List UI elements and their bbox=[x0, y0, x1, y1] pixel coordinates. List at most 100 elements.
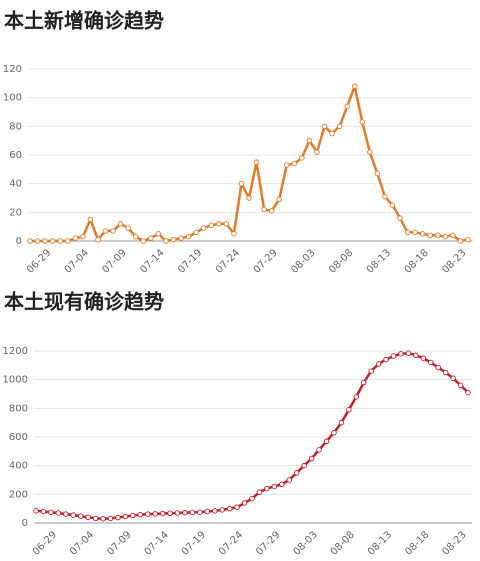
data-point bbox=[234, 504, 240, 510]
y-tick-label: 400 bbox=[9, 461, 28, 472]
chart-title: 本土新增确诊趋势 bbox=[4, 9, 164, 33]
data-point bbox=[132, 233, 139, 240]
x-tick-label: 08-08 bbox=[327, 247, 355, 275]
data-point bbox=[397, 215, 403, 221]
data-point bbox=[316, 447, 322, 453]
x-tick-label: 08-18 bbox=[403, 529, 431, 557]
data-point bbox=[193, 229, 199, 236]
data-point bbox=[331, 429, 337, 436]
x-tick-label: 07-09 bbox=[105, 529, 133, 557]
data-point bbox=[246, 195, 252, 201]
data-point bbox=[306, 137, 313, 144]
data-point bbox=[276, 196, 282, 203]
data-point bbox=[107, 515, 114, 522]
x-tick-label: 08-13 bbox=[365, 247, 393, 275]
data-point bbox=[420, 355, 427, 361]
y-tick-label: 20 bbox=[9, 207, 22, 218]
data-point bbox=[264, 485, 270, 492]
data-point bbox=[284, 162, 290, 168]
data-point bbox=[70, 512, 76, 518]
data-point bbox=[100, 515, 106, 522]
data-point bbox=[137, 511, 144, 518]
data-point bbox=[268, 208, 275, 214]
data-point bbox=[465, 236, 471, 243]
y-tick-label: 100 bbox=[3, 93, 22, 104]
data-point bbox=[435, 364, 441, 371]
data-point bbox=[115, 514, 121, 521]
x-tick-label: 07-04 bbox=[68, 529, 96, 557]
data-point bbox=[144, 511, 151, 517]
data-point bbox=[197, 509, 203, 515]
x-tick-label: 06-29 bbox=[25, 247, 53, 275]
data-point bbox=[286, 477, 292, 483]
data-point bbox=[442, 369, 449, 376]
data-point bbox=[261, 206, 267, 213]
x-tick-label: 08-23 bbox=[440, 247, 468, 275]
data-point bbox=[427, 232, 433, 239]
data-point bbox=[450, 232, 456, 239]
data-point bbox=[323, 438, 330, 445]
y-tick-label: 0 bbox=[22, 518, 28, 529]
data-point bbox=[450, 375, 456, 381]
data-point bbox=[122, 513, 129, 520]
data-point bbox=[27, 238, 33, 244]
data-point bbox=[321, 123, 328, 130]
data-point bbox=[389, 202, 396, 208]
data-point bbox=[428, 359, 434, 366]
y-tick-label: 1000 bbox=[3, 375, 28, 386]
data-point bbox=[87, 216, 94, 223]
y-tick-label: 600 bbox=[9, 432, 28, 443]
data-point bbox=[49, 238, 56, 244]
data-point bbox=[301, 462, 307, 469]
data-point bbox=[336, 123, 343, 130]
data-point bbox=[329, 130, 335, 137]
data-point bbox=[374, 170, 381, 177]
x-tick-label: 07-24 bbox=[214, 247, 242, 275]
data-point bbox=[253, 159, 260, 165]
x-tick-label: 08-23 bbox=[440, 529, 468, 557]
data-point bbox=[189, 509, 196, 516]
data-point bbox=[308, 455, 315, 462]
data-point bbox=[383, 356, 389, 363]
data-point bbox=[92, 515, 99, 522]
data-point bbox=[148, 235, 154, 241]
data-point bbox=[368, 368, 374, 374]
data-point bbox=[241, 500, 248, 506]
data-point bbox=[299, 155, 305, 161]
x-tick-label: 07-09 bbox=[101, 247, 129, 275]
x-tick-label: 07-14 bbox=[138, 247, 166, 275]
x-tick-label: 07-19 bbox=[180, 529, 208, 557]
data-point bbox=[65, 238, 71, 244]
y-tick-label: 120 bbox=[3, 64, 22, 75]
data-point bbox=[457, 238, 464, 244]
data-point bbox=[40, 508, 47, 515]
data-point bbox=[85, 514, 91, 521]
data-point bbox=[465, 389, 471, 396]
data-point bbox=[185, 233, 192, 240]
data-point bbox=[442, 233, 449, 240]
data-point bbox=[405, 350, 412, 356]
y-tick-label: 60 bbox=[9, 150, 22, 161]
data-point bbox=[238, 180, 245, 187]
data-point bbox=[457, 382, 464, 389]
data-point bbox=[170, 236, 177, 243]
data-point bbox=[77, 513, 84, 519]
data-point bbox=[55, 510, 62, 516]
data-point bbox=[140, 238, 147, 244]
data-point bbox=[223, 221, 230, 227]
x-tick-label: 08-18 bbox=[403, 247, 431, 275]
data-point bbox=[271, 483, 278, 490]
x-tick-label: 08-03 bbox=[289, 247, 317, 275]
data-point bbox=[182, 509, 188, 516]
data-point bbox=[102, 228, 109, 234]
data-point bbox=[95, 236, 101, 243]
x-tick-label: 07-24 bbox=[217, 529, 245, 557]
data-point bbox=[226, 505, 233, 512]
data-point bbox=[80, 233, 86, 240]
data-point bbox=[435, 232, 441, 239]
data-point bbox=[174, 510, 181, 516]
data-point bbox=[72, 235, 79, 241]
x-tick-label: 08-13 bbox=[366, 529, 394, 557]
data-point bbox=[200, 225, 207, 231]
